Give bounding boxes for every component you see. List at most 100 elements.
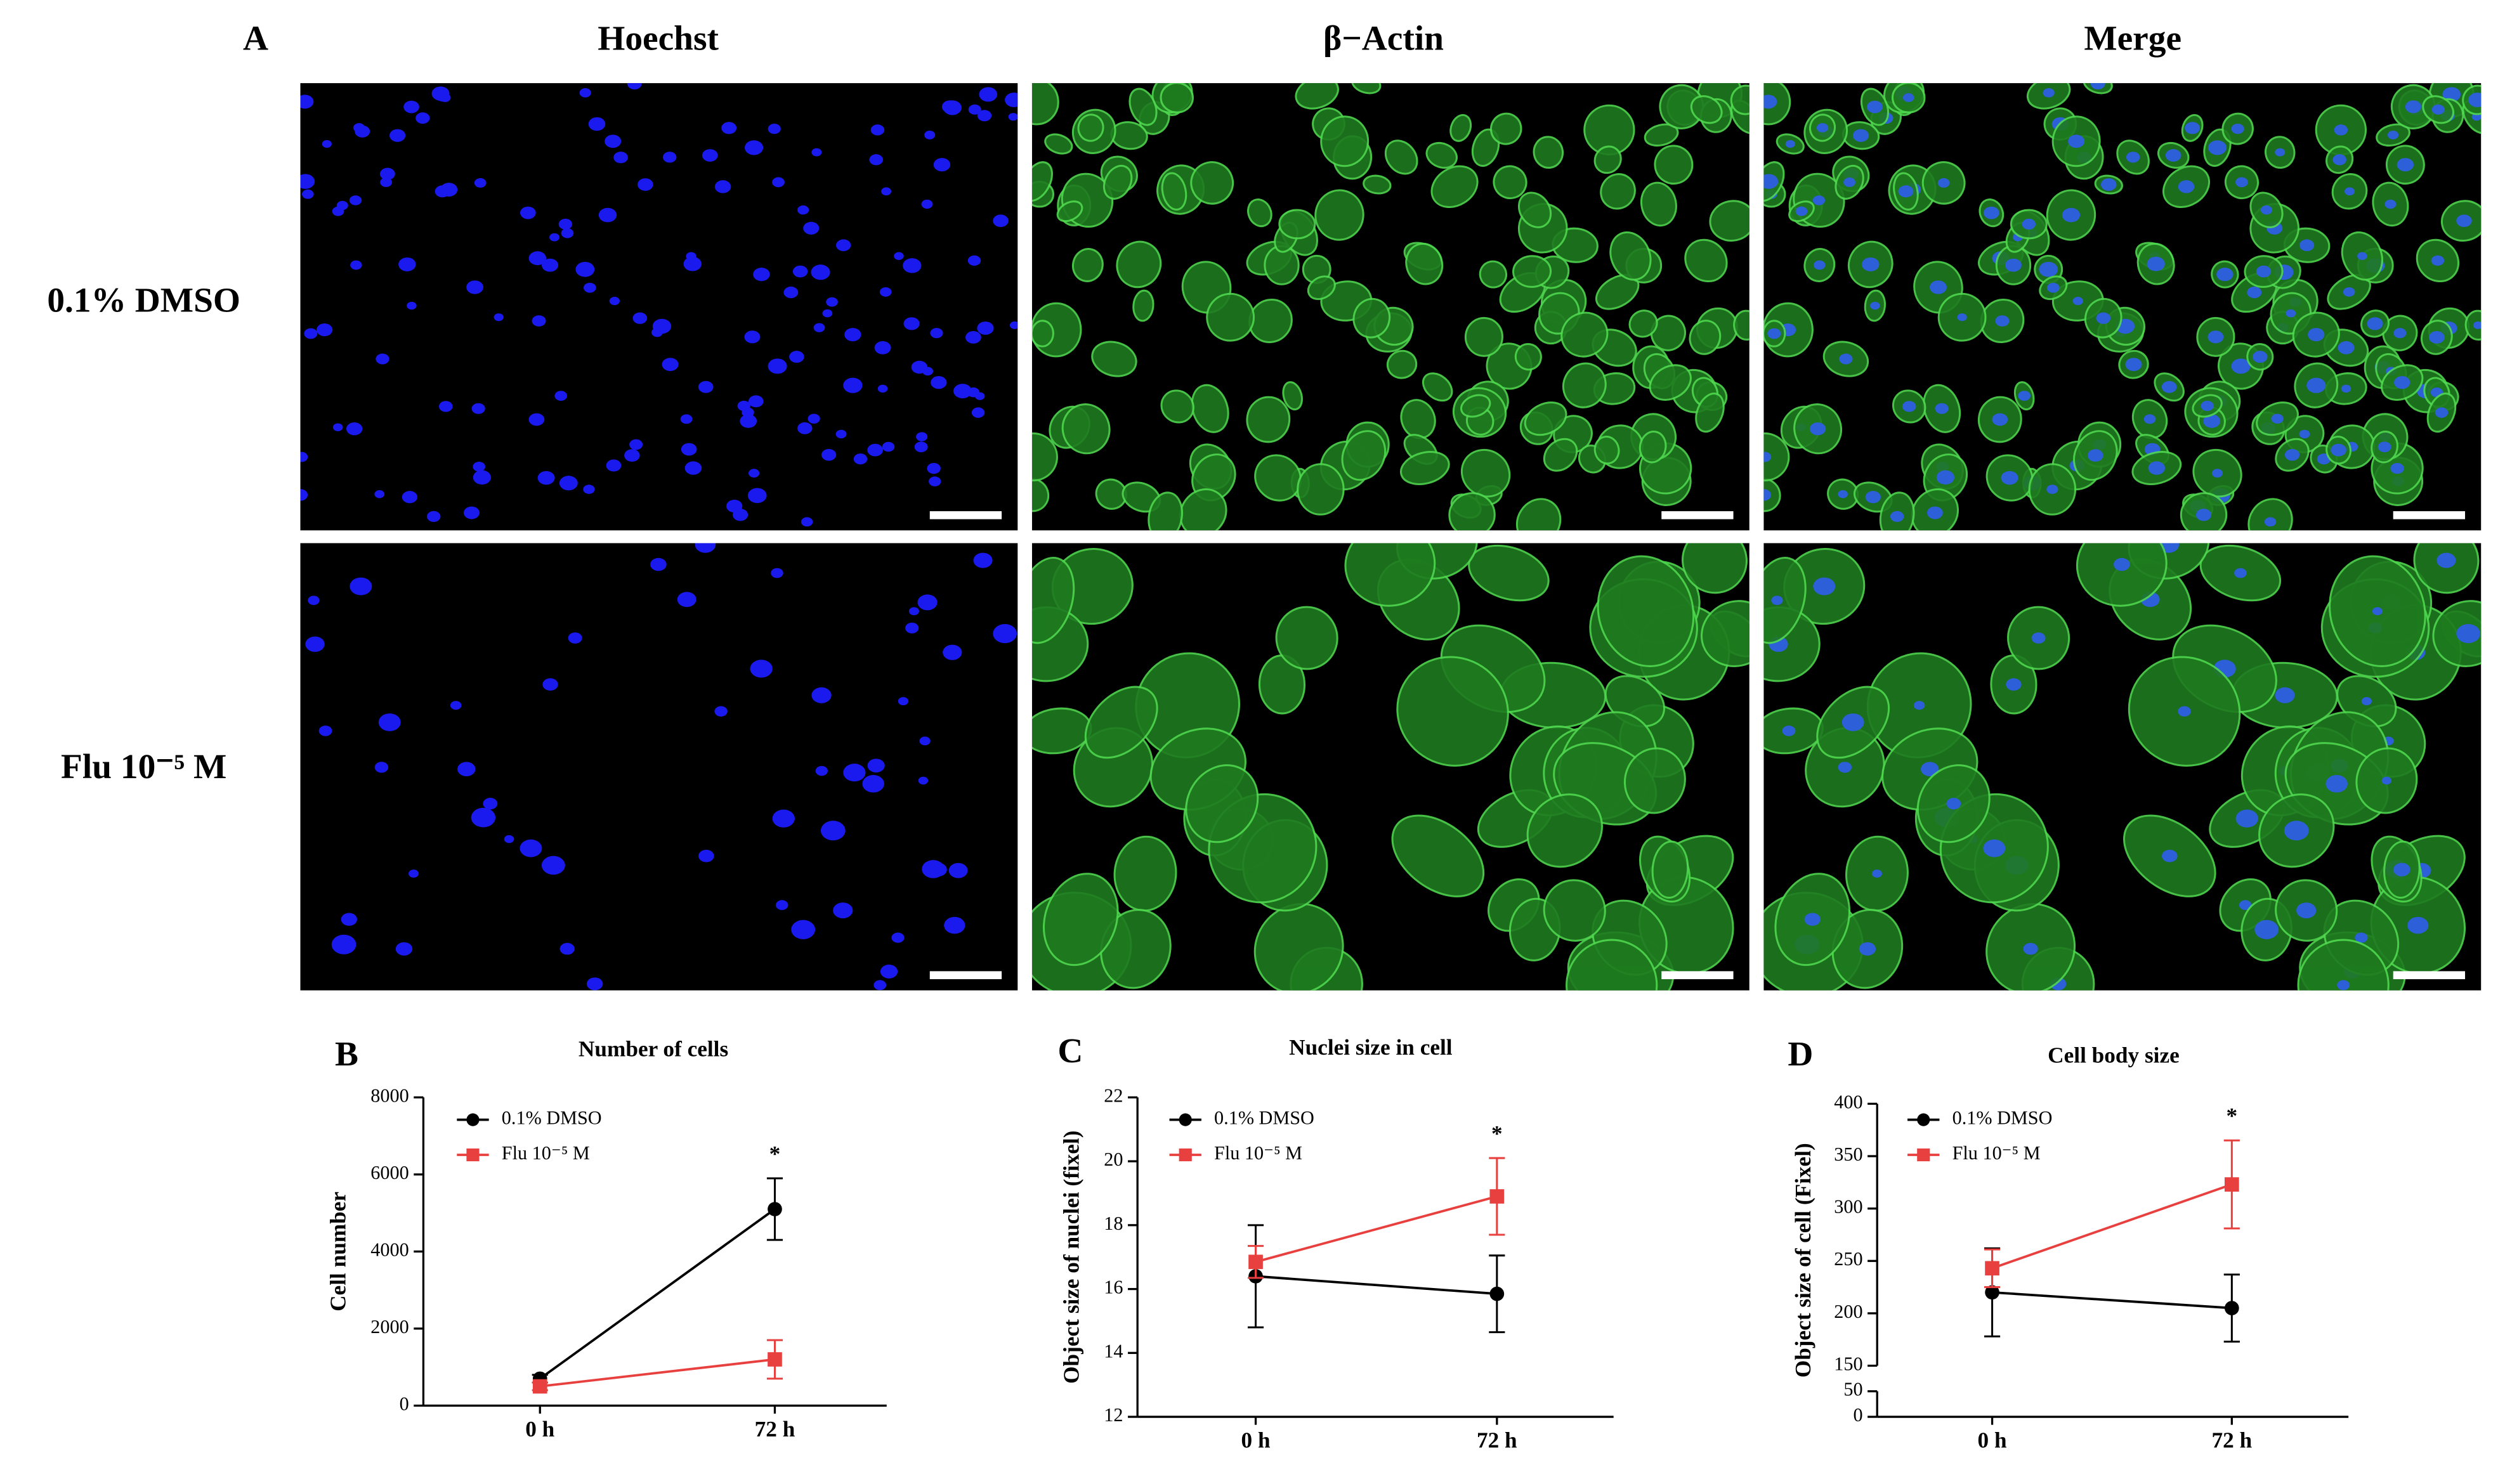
legend-label: Flu 10⁻⁵ M	[1214, 1142, 1302, 1164]
nucleus	[638, 178, 653, 191]
y-axis-label: Cell number	[326, 1192, 351, 1312]
nucleus	[2162, 849, 2178, 862]
cell-body	[1190, 161, 1234, 205]
nucleus	[2286, 309, 2296, 318]
row-label: 0.1% DMSO	[47, 280, 240, 319]
legend-marker	[1179, 1148, 1192, 1162]
nucleus	[300, 94, 314, 109]
nucleus	[2334, 124, 2348, 136]
nucleus	[2394, 375, 2410, 389]
nucleus	[903, 317, 920, 330]
cell-body	[1730, 84, 1750, 115]
nucleus	[1785, 140, 1795, 148]
nucleus	[1005, 93, 1018, 107]
nucleus	[652, 318, 672, 334]
nucleus	[586, 977, 603, 991]
nucleus	[677, 592, 697, 608]
nucleus	[732, 509, 749, 521]
nucleus	[304, 328, 318, 339]
nucleus	[1816, 123, 1829, 133]
nucleus	[2260, 205, 2273, 215]
y-tick-label: 0	[400, 1393, 409, 1414]
cell-body	[1733, 309, 1750, 341]
nucleus	[474, 178, 487, 188]
y-tick-label: 18	[1104, 1213, 1123, 1234]
cell-body	[1031, 557, 1075, 644]
cell-body	[1526, 793, 1603, 868]
nucleus	[1852, 129, 1869, 142]
nucleus	[300, 489, 308, 501]
nucleus	[2332, 154, 2346, 166]
nucleus	[2178, 706, 2191, 717]
nucleus	[844, 328, 861, 342]
x-tick-label: 72 h	[2212, 1428, 2253, 1452]
nucleus	[1890, 511, 1904, 522]
nucleus	[1839, 353, 1853, 365]
nucleus	[1946, 798, 1961, 810]
nucleus	[606, 459, 622, 472]
nucleus	[537, 471, 555, 485]
nucleus	[2216, 268, 2234, 282]
x-tick-label: 0 h	[525, 1417, 554, 1442]
cell-body	[1344, 543, 1436, 607]
marker	[768, 1202, 782, 1216]
cell-body	[1077, 114, 1104, 142]
nucleus	[2254, 920, 2279, 939]
cell-body	[1689, 320, 1722, 355]
cell-body	[1179, 488, 1227, 531]
cell-body	[1684, 238, 1728, 283]
cells	[1031, 543, 1750, 991]
cell-body	[1493, 165, 1527, 200]
nucleus	[2005, 258, 2022, 272]
nucleus	[2234, 568, 2247, 578]
nucleus	[568, 632, 582, 644]
series-line	[539, 1208, 776, 1380]
marker	[2225, 1177, 2239, 1192]
nucleus	[695, 543, 716, 553]
series-line	[1991, 1183, 2232, 1270]
nucleus	[473, 461, 485, 472]
scale-bar	[929, 971, 1002, 979]
nucleus	[575, 261, 595, 277]
nucleus	[815, 765, 828, 776]
nucleus	[1957, 313, 1967, 322]
nucleus	[2211, 469, 2223, 478]
nucleus	[714, 180, 731, 193]
nucleus	[2231, 124, 2244, 134]
nucleus	[1763, 174, 1779, 189]
cell-body	[1314, 189, 1364, 241]
nucleus	[737, 400, 750, 412]
nucleus	[300, 452, 308, 462]
nucleus	[2299, 239, 2315, 252]
row-label: Flu 10⁻⁵ M	[61, 747, 226, 786]
nucleus	[1841, 713, 1864, 731]
nucleus	[2361, 697, 2372, 706]
nucleus	[791, 920, 816, 939]
cell-body	[1247, 199, 1272, 228]
significance: *	[1491, 1121, 1503, 1146]
cell-body	[1460, 394, 1491, 418]
nucleus	[2299, 429, 2310, 439]
cell-body	[1042, 873, 1119, 967]
panel-letter: B	[335, 1034, 358, 1073]
nucleus	[2325, 775, 2348, 793]
nucleus	[2239, 900, 2252, 910]
cell-body	[1628, 309, 1658, 338]
nucleus	[2231, 358, 2251, 374]
nucleus	[389, 129, 406, 142]
nucleus	[1767, 328, 1781, 339]
nucleus	[2367, 317, 2383, 330]
y-tick-label: 8000	[370, 1084, 409, 1106]
legend-marker	[1917, 1148, 1930, 1162]
cell-body	[1649, 364, 1692, 401]
nucleus	[378, 713, 401, 731]
nucleus	[2275, 148, 2286, 157]
nucleus	[1983, 206, 1999, 219]
nucleus	[862, 775, 884, 793]
nucleus	[532, 315, 546, 327]
cell-body	[1448, 492, 1496, 531]
y-tick-label: 14	[1104, 1340, 1123, 1362]
nucleus	[579, 88, 591, 98]
nucleus	[914, 441, 928, 453]
cell-body	[1638, 431, 1667, 464]
